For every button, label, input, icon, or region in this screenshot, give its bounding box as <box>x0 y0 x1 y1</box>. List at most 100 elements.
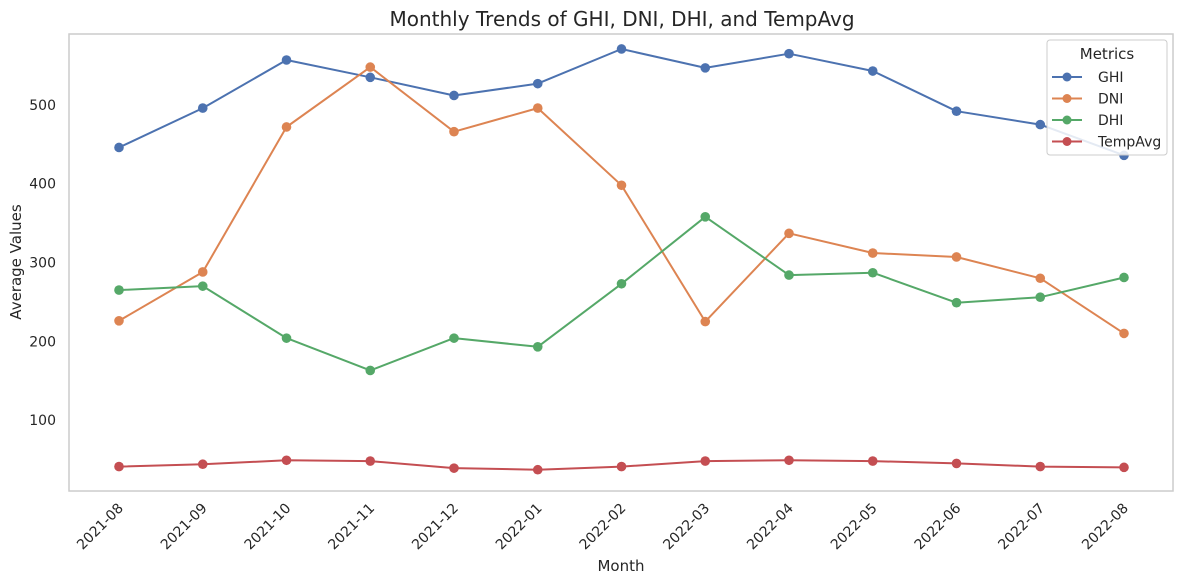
series-line <box>118 66 1125 335</box>
x-axis: 2021-08 2021-09 2021-10 2021-11 2021-12 2022-… <box>74 500 1132 553</box>
data-point <box>197 459 208 470</box>
series-layer <box>114 44 1129 475</box>
data-point <box>951 106 962 117</box>
data-point <box>951 252 962 262</box>
x-tick-label: 2022-05 <box>828 501 881 554</box>
data-point <box>700 456 711 466</box>
data-point <box>197 103 208 113</box>
data-point <box>784 228 794 239</box>
x-tick-label: 2021-12 <box>409 501 462 554</box>
data-point <box>532 103 543 113</box>
legend-marker <box>1062 115 1072 125</box>
data-point <box>365 72 376 83</box>
data-point <box>700 63 711 73</box>
data-point <box>281 55 292 65</box>
data-point <box>114 316 124 326</box>
x-tick-label: 2022-01 <box>493 501 546 554</box>
legend-item: DHI <box>1052 113 1123 129</box>
x-tick-label: 2022-08 <box>1079 501 1132 554</box>
data-point <box>951 458 962 469</box>
chart-title: Monthly Trends of GHI, DNI, DHI, and Tem… <box>389 7 854 31</box>
legend-label: GHI <box>1098 70 1124 86</box>
data-point <box>449 90 459 101</box>
data-point <box>784 48 794 59</box>
x-axis-label: Month <box>597 557 644 575</box>
legend-items: GHI DNI DHI TempAvg <box>1052 70 1161 151</box>
data-point <box>784 455 794 466</box>
series-line <box>118 48 1125 157</box>
data-point <box>867 66 878 76</box>
legend-title: Metrics <box>1080 45 1135 63</box>
data-point <box>197 281 208 291</box>
series-tempavg <box>114 455 1129 475</box>
data-point <box>365 456 376 466</box>
plot-area <box>68 33 1174 492</box>
data-point <box>1035 273 1046 284</box>
legend-marker <box>1062 72 1072 82</box>
legend-item: TempAvg <box>1052 135 1161 151</box>
series-dni <box>114 62 1129 339</box>
data-point <box>197 267 208 277</box>
y-tick-label: 100 <box>29 413 56 429</box>
data-point <box>867 248 878 258</box>
legend-label: DHI <box>1098 113 1123 129</box>
legend-marker <box>1062 137 1072 146</box>
data-point <box>700 316 711 327</box>
x-tick-label: 2022-04 <box>744 500 797 553</box>
data-point <box>281 122 292 132</box>
data-point <box>1035 461 1046 472</box>
data-point <box>365 365 376 376</box>
legend-item: GHI <box>1052 70 1124 86</box>
data-point <box>532 78 543 89</box>
data-point <box>281 333 292 343</box>
data-point <box>281 455 292 466</box>
data-point <box>616 278 627 289</box>
y-tick-label: 500 <box>29 98 56 114</box>
data-point <box>616 180 627 191</box>
data-point <box>365 62 376 72</box>
data-point <box>1119 272 1129 283</box>
legend-box <box>1046 39 1168 156</box>
x-tick-label: 2022-03 <box>660 501 713 554</box>
data-point <box>616 461 627 472</box>
x-tick-label: 2021-09 <box>158 501 211 554</box>
y-axis-label: Average Values <box>7 204 25 320</box>
series-dhi <box>114 212 1129 376</box>
data-point <box>867 456 878 466</box>
legend-label: TempAvg <box>1097 135 1161 151</box>
data-point <box>532 342 543 352</box>
data-point <box>951 297 962 308</box>
data-point <box>449 126 459 137</box>
data-point <box>449 333 459 343</box>
y-tick-label: 400 <box>29 177 56 193</box>
data-point <box>114 142 124 153</box>
series-line <box>118 215 1125 372</box>
x-tick-label: 2022-02 <box>577 501 630 554</box>
data-point <box>700 212 711 222</box>
legend: Metrics GHI DNI DHI TempAvg <box>1046 39 1168 156</box>
x-tick-label: 2022-07 <box>995 501 1048 554</box>
x-tick-label: 2021-11 <box>325 501 378 554</box>
data-point <box>1035 292 1046 302</box>
series-ghi <box>114 44 1129 161</box>
data-point <box>532 464 543 475</box>
data-point <box>867 267 878 278</box>
legend-item: DNI <box>1052 92 1123 108</box>
data-point <box>1119 328 1129 339</box>
x-tick-label: 2021-10 <box>242 501 295 554</box>
data-point <box>449 463 459 473</box>
data-point <box>616 44 627 54</box>
y-tick-label: 200 <box>29 334 56 350</box>
legend-marker <box>1062 94 1072 103</box>
data-point <box>1035 119 1046 130</box>
data-point <box>114 285 124 295</box>
data-point <box>114 461 124 472</box>
x-tick-label: 2022-06 <box>912 500 965 553</box>
legend-label: DNI <box>1098 92 1123 108</box>
x-tick-label: 2021-08 <box>74 501 127 554</box>
y-tick-label: 300 <box>29 256 56 272</box>
data-point <box>1119 462 1129 473</box>
data-point <box>784 270 794 280</box>
y-axis: 100 200 300 400 500 <box>29 98 56 429</box>
